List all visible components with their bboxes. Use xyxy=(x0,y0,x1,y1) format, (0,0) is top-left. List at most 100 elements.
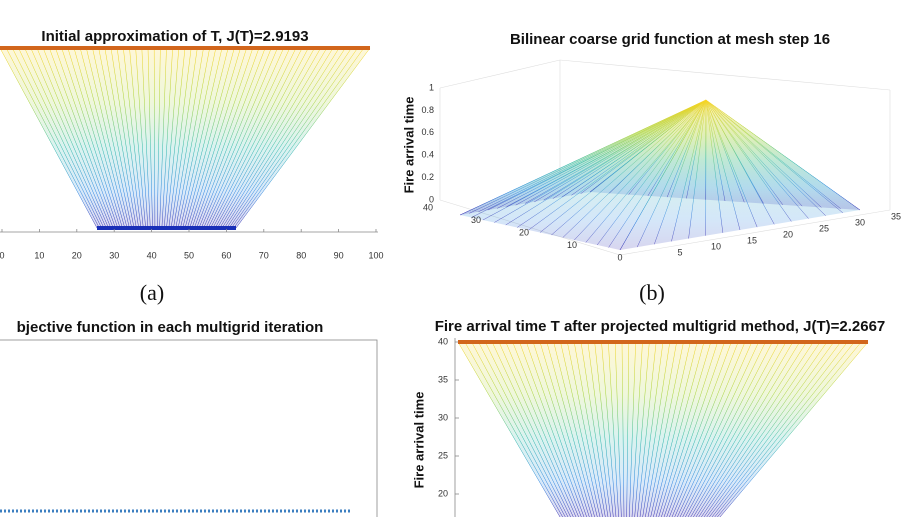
mesh-line xyxy=(231,47,358,229)
mesh-line xyxy=(0,47,98,229)
mesh-line xyxy=(235,47,371,229)
surfaces xyxy=(0,47,891,517)
caption: (a) xyxy=(140,280,164,305)
tick-label: 35 xyxy=(438,374,448,384)
mesh-line xyxy=(693,341,800,517)
mesh-line xyxy=(498,341,577,517)
mesh-line xyxy=(560,341,601,517)
mesh-line xyxy=(580,99,707,194)
mesh-line xyxy=(614,341,622,517)
tick-label: 10 xyxy=(34,250,44,260)
mesh-line xyxy=(532,341,590,517)
tick-label: 40 xyxy=(147,250,157,260)
mesh-line xyxy=(714,341,855,517)
mesh-line xyxy=(562,99,707,198)
tick-label: 25 xyxy=(438,450,448,460)
mesh-line xyxy=(666,341,732,517)
mesh-line xyxy=(677,341,759,517)
mesh-line xyxy=(608,341,619,517)
tick-label: 80 xyxy=(296,250,306,260)
tick-label: 30 xyxy=(855,217,865,227)
mesh-line xyxy=(686,99,707,199)
tick-label: 90 xyxy=(334,250,344,260)
tick-label: 20 xyxy=(519,227,529,237)
mesh-line xyxy=(459,99,707,216)
box-edge xyxy=(439,59,561,89)
mesh-line xyxy=(589,99,707,193)
tick-label: 15 xyxy=(747,235,757,245)
tick-label: 100 xyxy=(368,250,383,260)
mesh-line xyxy=(671,341,746,517)
mesh-line xyxy=(594,341,614,517)
surface xyxy=(590,100,860,210)
mesh-line xyxy=(701,341,821,517)
mesh-line xyxy=(5,47,100,229)
mesh-line xyxy=(571,99,707,196)
mesh-line xyxy=(478,99,707,212)
mesh-line xyxy=(469,99,707,214)
mesh-line xyxy=(553,341,598,517)
mesh-line xyxy=(674,341,753,517)
mesh-line xyxy=(457,341,561,517)
mesh-line xyxy=(519,341,585,517)
mesh-line xyxy=(695,341,807,517)
panel-title: Bilinear coarse grid function at mesh st… xyxy=(510,31,830,48)
mesh-line xyxy=(705,99,861,211)
mesh-line xyxy=(663,341,725,517)
mesh-line xyxy=(706,341,835,517)
mesh-line xyxy=(621,341,625,517)
mesh-line xyxy=(506,99,707,207)
tick-label: 20 xyxy=(72,250,82,260)
mesh-line xyxy=(491,341,574,517)
tick-label: 0 xyxy=(429,194,434,204)
tick-label: 0.2 xyxy=(421,172,434,182)
panel-title: bjective function in each multigrid iter… xyxy=(17,319,324,336)
mesh-line xyxy=(669,341,739,517)
mesh-line xyxy=(587,341,611,517)
tick-label: 70 xyxy=(259,250,269,260)
mesh-line xyxy=(485,341,571,517)
mesh-line xyxy=(573,341,606,517)
mesh-line xyxy=(705,99,784,205)
mesh-line xyxy=(539,341,593,517)
mesh-line xyxy=(705,99,803,207)
mesh-line xyxy=(705,99,745,203)
tick-label: 0 xyxy=(0,250,5,260)
mesh-line xyxy=(471,341,566,517)
mesh-line xyxy=(647,341,684,517)
tick-label: 0.6 xyxy=(421,127,434,137)
mesh-line xyxy=(711,341,848,517)
mesh-line xyxy=(567,341,603,517)
mesh-line xyxy=(661,341,718,517)
tick-label: 60 xyxy=(221,250,231,260)
mesh-line xyxy=(552,99,707,199)
tick-label: 30 xyxy=(471,215,481,225)
mesh-line xyxy=(524,99,707,204)
mesh-line xyxy=(658,341,712,517)
panel-title: Fire arrival time T after projected mult… xyxy=(435,318,886,335)
tick-label: 0.4 xyxy=(421,150,434,160)
mesh-line xyxy=(580,341,609,517)
mesh-line xyxy=(515,99,707,206)
axis-label: Fire arrival time xyxy=(411,392,426,489)
tick-label: 50 xyxy=(184,250,194,260)
mesh-line xyxy=(626,341,630,517)
mesh-line xyxy=(685,341,780,517)
caption: (b) xyxy=(639,280,665,305)
mesh-line xyxy=(705,99,822,208)
panel-title: Initial approximation of T, J(T)=2.9193 xyxy=(41,28,308,45)
mesh-line xyxy=(698,341,814,517)
tick-label: 40 xyxy=(423,202,433,212)
mesh-line xyxy=(666,99,707,198)
mesh-line xyxy=(705,99,764,204)
mesh-line xyxy=(705,99,841,209)
tick-label: 25 xyxy=(819,223,829,233)
mesh-line xyxy=(601,341,617,517)
mesh-line xyxy=(709,341,841,517)
mesh-line xyxy=(224,47,340,229)
mesh-line xyxy=(634,341,650,517)
mesh-line xyxy=(687,341,787,517)
mesh-line xyxy=(487,99,707,211)
mesh-line xyxy=(534,99,707,203)
tick-label: 10 xyxy=(567,240,577,250)
